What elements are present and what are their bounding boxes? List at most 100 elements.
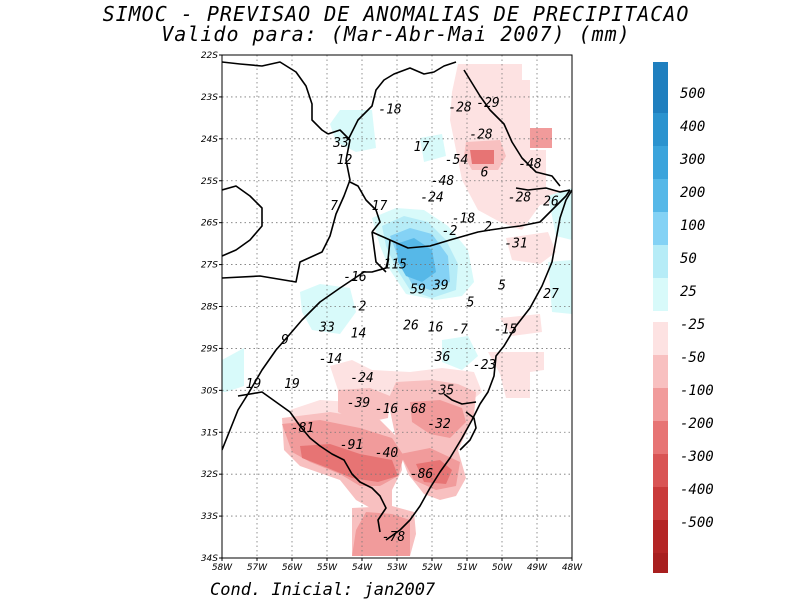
boundary-line xyxy=(222,129,351,283)
anomaly-value-label: 9 xyxy=(281,333,289,348)
anomaly-value-label: -28 xyxy=(508,191,532,206)
boundary-line xyxy=(463,69,561,187)
anomaly-value-label: 2 xyxy=(484,220,492,235)
boundary-line xyxy=(349,181,381,233)
anomaly-value-label: 17 xyxy=(372,199,388,214)
anomaly-fields xyxy=(222,64,572,556)
lat-tick-label: 29S xyxy=(201,344,218,354)
boundary-line xyxy=(222,61,329,135)
lat-tick-label: 24S xyxy=(201,135,218,145)
lon-tick-label: 54W xyxy=(352,563,373,573)
colorbar-swatch xyxy=(653,245,668,278)
anomaly-value-label: -31 xyxy=(504,237,527,252)
colorbar-swatch xyxy=(653,212,668,245)
initial-condition-label: Cond. Inicial: jan2007 xyxy=(210,580,436,600)
anomaly-value-label: -7 xyxy=(452,323,468,338)
anomaly-value-label: -91 xyxy=(340,438,363,453)
anomaly-value-label: 27 xyxy=(543,287,559,302)
lon-tick-label: 51W xyxy=(457,563,478,573)
colorbar-swatch xyxy=(653,487,668,520)
anomaly-value-label: -35 xyxy=(431,383,455,398)
anomaly-value-label: 36 xyxy=(434,350,451,365)
colorbar-swatch xyxy=(653,146,668,179)
neg-anomaly-area xyxy=(506,232,556,264)
neg-anomaly-area xyxy=(338,388,390,424)
colorbar-label: -500 xyxy=(680,515,714,531)
lon-tick-label: 48W xyxy=(562,563,583,573)
anomaly-value-label: -86 xyxy=(410,467,434,482)
colorbar-label: 300 xyxy=(679,152,705,168)
anomaly-value-label: -28 xyxy=(469,128,493,143)
anomaly-value-label: -81 xyxy=(291,421,314,436)
anomaly-value-label: 33 xyxy=(318,320,335,335)
map-subtitle: Valido para: (Mar-Abr-Mai 2007) (mm) xyxy=(161,22,631,46)
anomaly-value-label: -23 xyxy=(473,358,496,373)
lon-tick-label: 55W xyxy=(317,563,338,573)
colorbar-label: 400 xyxy=(680,119,705,135)
colorbar-label: 50 xyxy=(680,251,697,267)
anomaly-value-label: 26 xyxy=(403,318,419,333)
anomaly-value-label: -24 xyxy=(420,191,443,206)
map-title: SIMOC - PREVISAO DE ANOMALIAS DE PRECIPI… xyxy=(102,2,690,26)
anomaly-value-label: -54 xyxy=(445,153,468,168)
lat-tick-label: 25S xyxy=(201,177,218,187)
neg-anomaly-area xyxy=(352,512,410,556)
colorbar-label: 200 xyxy=(680,185,705,201)
neg-anomaly-area xyxy=(530,128,552,148)
colorbar-swatch xyxy=(653,113,668,146)
lat-tick-label: 28S xyxy=(201,303,218,313)
lon-tick-label: 53W xyxy=(387,563,408,573)
lon-tick-label: 49W xyxy=(527,563,548,573)
anomaly-value-label: -39 xyxy=(347,396,370,411)
lon-tick-label: 57W xyxy=(247,563,268,573)
colorbar-label: -400 xyxy=(680,482,714,498)
pos-anomaly-area xyxy=(548,260,572,314)
lat-tick-label: 31S xyxy=(201,428,218,438)
map-gridlines xyxy=(222,55,572,558)
lat-tick-label: 26S xyxy=(201,219,218,229)
colorbar-label: 100 xyxy=(680,218,705,234)
anomaly-value-label: -24 xyxy=(350,371,373,386)
anomaly-value-label: -40 xyxy=(375,446,399,461)
boundary-line xyxy=(515,187,571,193)
axis-ticks: 58W 57W 56W 55W 54W 53W 52W 51W 50W 49W 48W 22S 23S 2… xyxy=(201,51,583,573)
neg-anomaly-area xyxy=(500,314,542,336)
colorbar-swatch xyxy=(653,520,668,553)
boundary-line xyxy=(443,393,477,405)
anomaly-value-label: -32 xyxy=(427,417,451,432)
anomaly-value-label: -2 xyxy=(351,300,367,315)
anomaly-value-label: -48 xyxy=(431,174,455,189)
colorbar-swatch xyxy=(653,388,668,421)
anomaly-value-label: 19 xyxy=(284,377,300,392)
colorbar-label: -25 xyxy=(680,317,705,333)
anomaly-value-label: 17 xyxy=(414,140,430,155)
map-boundaries xyxy=(222,61,572,541)
anomaly-value-label: 6 xyxy=(481,165,489,180)
anomaly-value-label: -15 xyxy=(494,323,518,338)
colorbar-legend: 500 400 300 200 100 50 25 -25 -50 -100 -200 -300 -40… xyxy=(653,62,714,573)
neg-anomaly-area xyxy=(410,400,466,438)
colorbar-swatch xyxy=(653,355,668,388)
neg-anomaly-area xyxy=(470,150,494,164)
anomaly-value-label: 33 xyxy=(332,136,349,151)
boundary-line xyxy=(385,189,572,541)
anomaly-value-label: -29 xyxy=(476,96,499,111)
lat-tick-label: 30S xyxy=(201,386,218,396)
pos-anomaly-area xyxy=(420,134,446,162)
lat-tick-label: 33S xyxy=(201,512,218,522)
anomaly-value-label: -28 xyxy=(448,100,472,115)
anomaly-value-label: 14 xyxy=(351,327,367,342)
boundary-line xyxy=(459,411,477,451)
colorbar-label: -50 xyxy=(680,350,705,366)
colorbar-label: -300 xyxy=(680,449,714,465)
anomaly-value-label: -18 xyxy=(452,211,476,226)
lat-tick-label: 27S xyxy=(201,261,218,271)
lat-tick-label: 22S xyxy=(201,51,218,61)
colorbar-label: 25 xyxy=(680,284,697,300)
anomaly-value-label: 59 xyxy=(410,283,426,298)
neg-anomaly-area xyxy=(416,460,452,484)
colorbar-label: -200 xyxy=(680,416,714,432)
colorbar-swatch xyxy=(653,322,668,355)
anomaly-value-label: -18 xyxy=(378,102,402,117)
anomaly-value-label: 19 xyxy=(246,377,262,392)
